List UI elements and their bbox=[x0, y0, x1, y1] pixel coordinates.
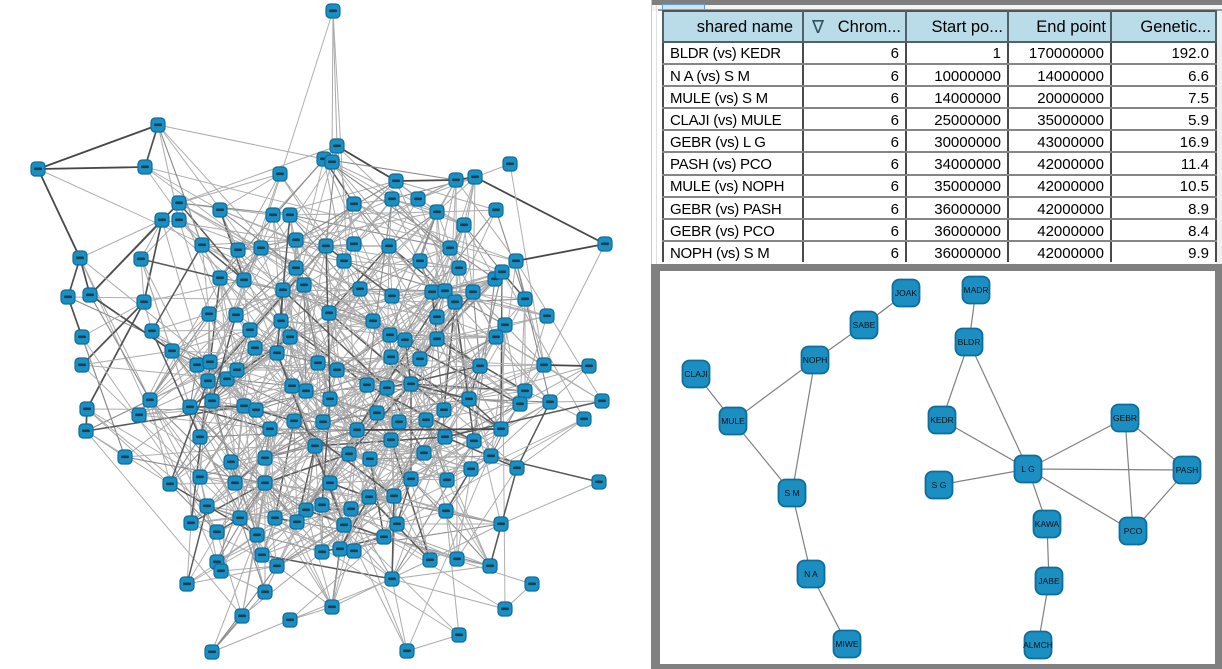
svg-text:N A: N A bbox=[804, 569, 818, 579]
svg-text:MULE: MULE bbox=[721, 416, 745, 426]
svg-text:SABE: SABE bbox=[853, 320, 876, 330]
svg-text:S M: S M bbox=[784, 488, 799, 498]
svg-text:PASH: PASH bbox=[1176, 465, 1199, 475]
svg-text:BLDR: BLDR bbox=[958, 337, 981, 347]
svg-text:L G: L G bbox=[1021, 464, 1034, 474]
svg-text:GEBR: GEBR bbox=[1113, 413, 1137, 423]
svg-text:KAWA: KAWA bbox=[1035, 519, 1060, 529]
svg-text:S G: S G bbox=[932, 480, 947, 490]
svg-text:ALMCH: ALMCH bbox=[1023, 640, 1053, 650]
svg-text:NOPH: NOPH bbox=[803, 355, 828, 365]
svg-text:MADR: MADR bbox=[963, 285, 988, 295]
svg-text:KEDR: KEDR bbox=[930, 415, 954, 425]
svg-text:JOAK: JOAK bbox=[895, 288, 918, 298]
svg-text:PCO: PCO bbox=[1124, 526, 1143, 536]
svg-text:CLAJI: CLAJI bbox=[684, 369, 707, 379]
svg-text:MIWE: MIWE bbox=[835, 639, 858, 649]
svg-text:JABE: JABE bbox=[1038, 576, 1060, 586]
